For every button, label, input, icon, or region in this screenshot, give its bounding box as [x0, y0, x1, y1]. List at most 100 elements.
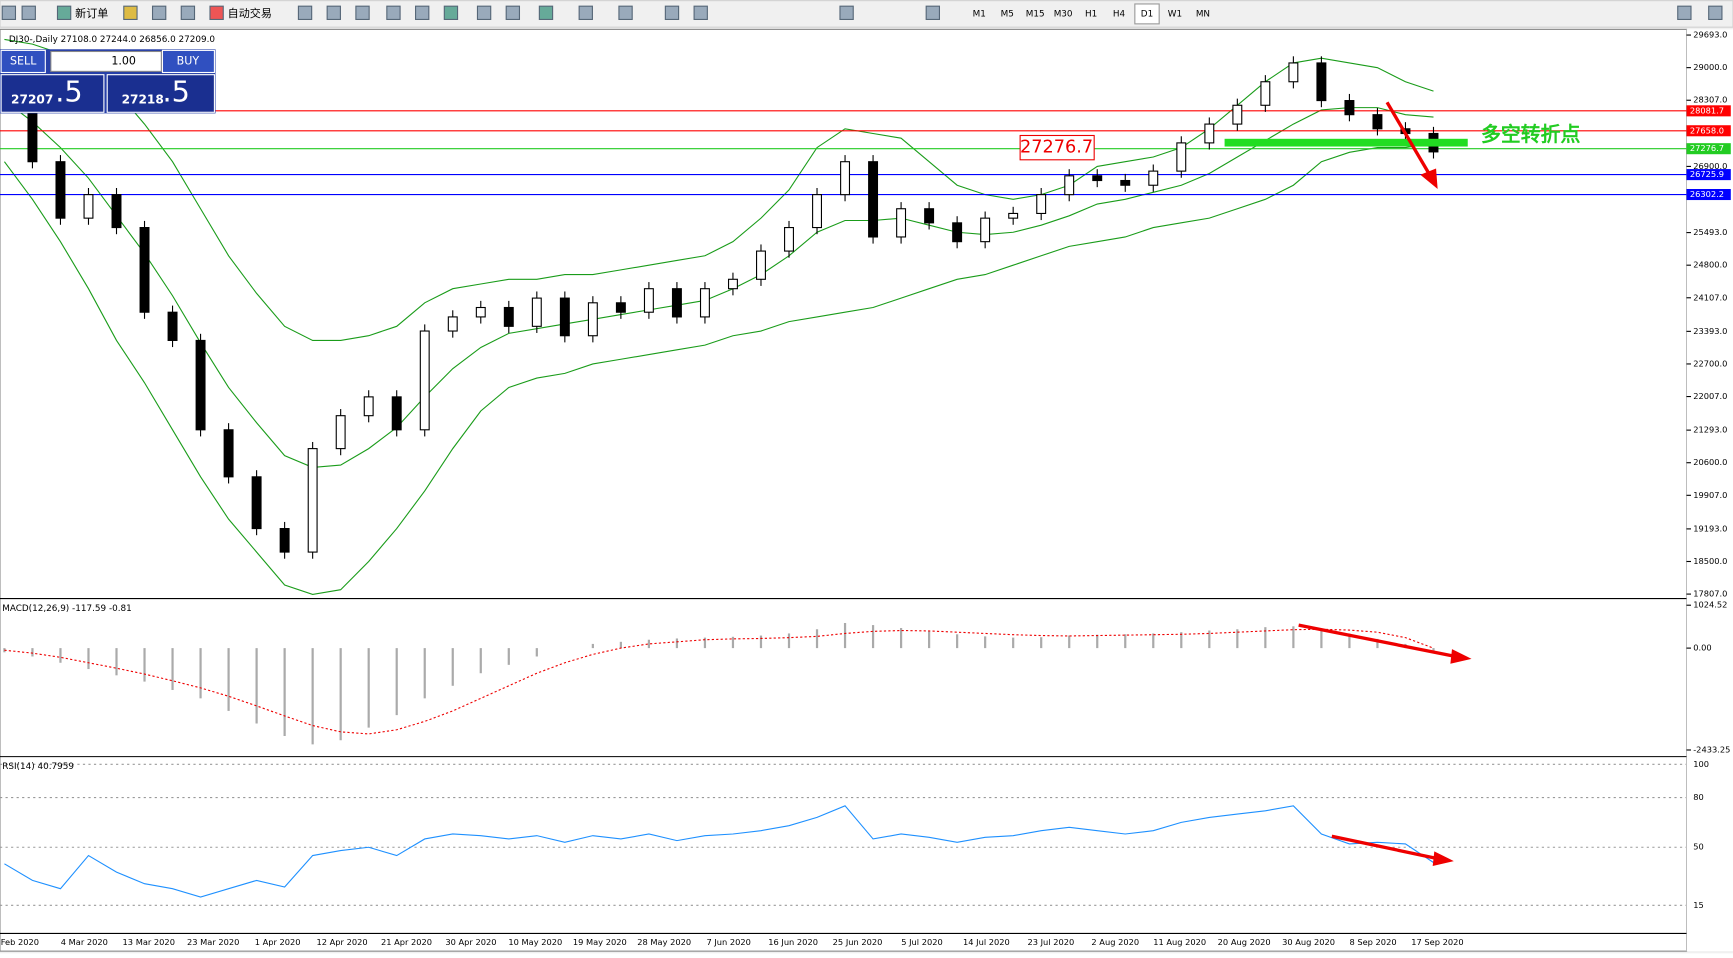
- icon[interactable]: [693, 5, 708, 20]
- candle: [727, 278, 738, 290]
- x-tick-label: 30 Apr 2020: [445, 937, 496, 947]
- timeframe-button[interactable]: H4: [1113, 9, 1126, 19]
- candle: [1008, 212, 1019, 219]
- candle: [980, 217, 991, 243]
- icon[interactable]: [925, 5, 940, 20]
- icon[interactable]: [538, 5, 554, 20]
- y-tick-label: 23393.0: [1693, 326, 1727, 336]
- x-tick-label: 23 Jul 2020: [1027, 937, 1074, 947]
- y-tick-label: 22007.0: [1693, 391, 1727, 401]
- y-tick-label: 17807.0: [1693, 589, 1727, 599]
- icon[interactable]: [151, 5, 167, 20]
- buy-price-fraction[interactable]: .5: [162, 74, 189, 108]
- new-order-button[interactable]: 新订单: [75, 6, 108, 20]
- auto-trading-button[interactable]: 自动交易: [228, 6, 272, 20]
- timeframe-button[interactable]: M5: [1001, 9, 1014, 19]
- icon[interactable]: [415, 5, 430, 20]
- x-tick-label: 13 Mar 2020: [123, 937, 175, 947]
- icon[interactable]: [123, 5, 138, 20]
- x-tick-label: 2 Aug 2020: [1091, 937, 1139, 947]
- timeframe-button[interactable]: W1: [1168, 9, 1182, 19]
- x-tick-label: 19 May 2020: [573, 937, 627, 947]
- arrow-head: [1432, 851, 1454, 866]
- candle: [251, 476, 262, 530]
- icon[interactable]: [386, 5, 401, 20]
- y-tick-label: 15: [1693, 900, 1704, 910]
- arrow: [1298, 623, 1460, 659]
- icon[interactable]: [664, 5, 680, 20]
- y-tick-label: 24800.0: [1693, 260, 1727, 270]
- arrow-head: [1450, 649, 1472, 664]
- lot-field[interactable]: [50, 50, 162, 72]
- candle: [1176, 142, 1187, 172]
- y-tick-label: 19907.0: [1693, 490, 1727, 500]
- x-tick-label: 14 Jul 2020: [963, 937, 1010, 947]
- candle: [1120, 179, 1131, 186]
- icon[interactable]: [1, 5, 17, 20]
- timeframe-button[interactable]: M30: [1054, 9, 1073, 19]
- x-tick-label: 1 Apr 2020: [255, 937, 301, 947]
- buy-price-box[interactable]: [106, 74, 215, 113]
- icon[interactable]: [505, 5, 521, 20]
- candle: [643, 288, 654, 313]
- icon[interactable]: [578, 5, 593, 20]
- rsi-label: RSI(14) 40.7959: [2, 762, 74, 772]
- icon[interactable]: [476, 5, 492, 20]
- x-tick-label: 10 May 2020: [508, 937, 562, 947]
- sell-price-fraction[interactable]: .5: [55, 74, 82, 108]
- icon[interactable]: [21, 5, 36, 20]
- price-level-tag: [1686, 169, 1731, 181]
- y-tick-label: 1024.52: [1693, 600, 1727, 610]
- candle: [952, 222, 963, 243]
- sell-button[interactable]: [0, 49, 46, 74]
- y-tick-label: 26900.0: [1693, 161, 1727, 171]
- sell-label[interactable]: SELL: [10, 54, 37, 67]
- icon[interactable]: [326, 5, 341, 20]
- sell-price-box[interactable]: [0, 74, 105, 113]
- icon[interactable]: [180, 5, 196, 20]
- timeframe-button[interactable]: M15: [1026, 9, 1045, 19]
- candle: [1148, 170, 1159, 186]
- price-level-label: 28081.7: [1690, 105, 1724, 115]
- timeframe-button[interactable]: H1: [1085, 9, 1097, 19]
- candle: [924, 208, 935, 224]
- y-tick-label: 50: [1693, 842, 1704, 852]
- y-tick-label: 25493.0: [1693, 227, 1727, 237]
- candle: [1232, 104, 1243, 125]
- arrow-head: [1420, 168, 1438, 189]
- turning-point-label: 多空转折点: [1481, 122, 1581, 146]
- sell-price[interactable]: 27207: [11, 93, 53, 107]
- price-level-tag: [1686, 143, 1731, 155]
- candle: [1316, 62, 1327, 102]
- timeframe-button[interactable]: M1: [973, 9, 986, 19]
- icon[interactable]: [355, 5, 370, 20]
- arrow: [1385, 101, 1433, 179]
- x-tick-label: 28 May 2020: [637, 937, 691, 947]
- icon[interactable]: [839, 5, 854, 20]
- toolbar-icons: [1, 5, 1723, 20]
- icon[interactable]: [443, 5, 459, 20]
- buy-price[interactable]: 27218: [122, 93, 164, 107]
- macd-signal: [4, 628, 1434, 735]
- timeframe-button[interactable]: MN: [1196, 9, 1210, 19]
- candle: [167, 311, 178, 341]
- icon[interactable]: [1677, 5, 1692, 20]
- price-level-label: 27276.7: [1690, 143, 1724, 153]
- icon[interactable]: [56, 5, 72, 20]
- icon[interactable]: [209, 5, 224, 20]
- price-annotation-box: [1019, 134, 1095, 161]
- lot-value[interactable]: 1.00: [111, 54, 136, 67]
- timeframe-button[interactable]: D1: [1141, 9, 1153, 19]
- icon[interactable]: [297, 5, 313, 20]
- price-level-tag: [1686, 189, 1731, 201]
- buy-label[interactable]: BUY: [177, 54, 200, 67]
- candle: [1204, 123, 1215, 144]
- icon[interactable]: [618, 5, 633, 20]
- buy-button[interactable]: [161, 49, 215, 74]
- candle: [840, 161, 851, 196]
- x-tick-label: 25 Jun 2020: [833, 937, 883, 947]
- icon[interactable]: [1708, 5, 1723, 20]
- y-tick-label: 24107.0: [1693, 292, 1727, 302]
- bollinger-lower: [3, 142, 1434, 595]
